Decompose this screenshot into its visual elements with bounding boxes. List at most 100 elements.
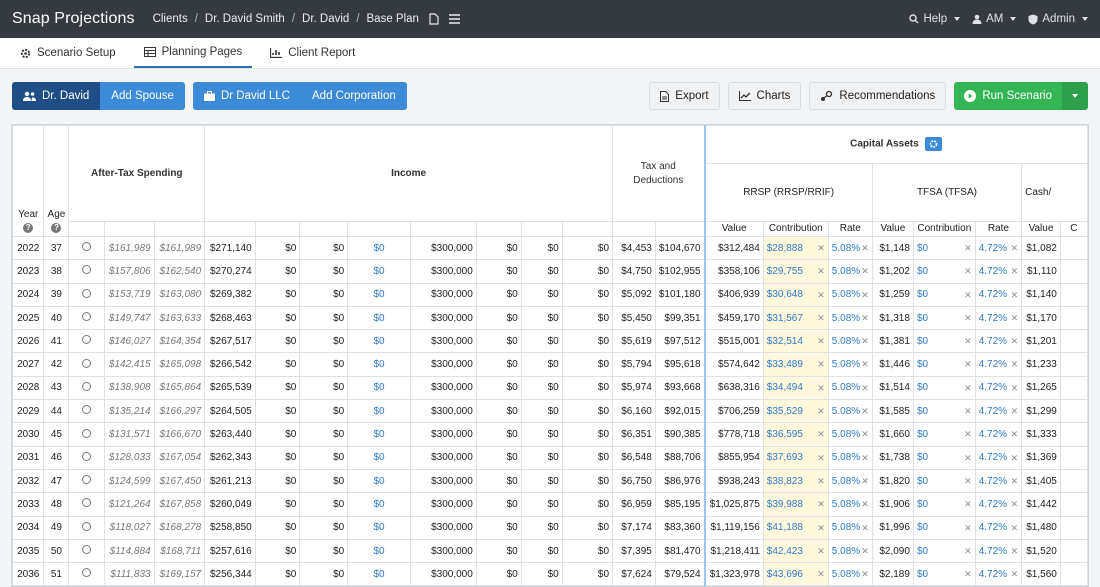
rrsp-contribution-cell[interactable]: $38,823 ✕ [762, 468, 829, 494]
tab-planning-pages[interactable]: Planning Pages [133, 38, 253, 68]
rrsp-rate-cell[interactable]: 5.08% ✕ [827, 352, 873, 377]
close-icon[interactable]: ✕ [1010, 499, 1019, 510]
rrsp-rate-cell[interactable]: 5.08% ✕ [827, 399, 873, 424]
tfsa-rate-cell[interactable]: 4.72% ✕ [974, 399, 1023, 424]
cfm-radio-cell[interactable] [68, 562, 105, 586]
tfsa-rate-cell[interactable]: 4.72% ✕ [974, 329, 1023, 354]
close-icon[interactable]: ✕ [817, 569, 825, 580]
cfm-radio[interactable] [82, 475, 92, 485]
add-corporation-button[interactable]: Add Corporation [301, 82, 407, 110]
export-button[interactable]: Export [649, 82, 720, 110]
close-icon[interactable]: ✕ [817, 406, 825, 417]
tfsa-rate-cell[interactable]: 4.72% ✕ [974, 352, 1023, 377]
cfm-radio[interactable] [82, 545, 92, 554]
tab-scenario-setup[interactable]: Scenario Setup [10, 38, 126, 68]
close-icon[interactable]: ✕ [1010, 336, 1019, 347]
tfsa-rate-cell[interactable]: 4.72% ✕ [974, 445, 1023, 470]
close-icon[interactable]: ✕ [1010, 243, 1019, 253]
rrsp-rate-cell[interactable]: 5.08% ✕ [827, 259, 873, 284]
close-icon[interactable]: ✕ [861, 499, 869, 510]
tfsa-contribution-cell[interactable]: $0 ✕ [912, 422, 976, 447]
employment-income-cell[interactable]: $0 [347, 282, 411, 307]
tfsa-contribution-cell[interactable]: $0 ✕ [912, 305, 976, 331]
rrsp-contribution-cell[interactable]: $30,648 ✕ [762, 282, 829, 307]
cfm-radio[interactable] [82, 265, 92, 275]
cfm-radio-cell[interactable] [68, 422, 105, 447]
close-icon[interactable]: ✕ [861, 266, 869, 277]
close-icon[interactable]: ✕ [817, 382, 825, 393]
charts-button[interactable]: Charts [727, 82, 802, 110]
cfm-radio[interactable] [82, 428, 92, 438]
run-scenario-button[interactable]: Run Scenario [954, 82, 1062, 110]
cfm-radio-cell[interactable] [68, 468, 105, 494]
tfsa-contribution-cell[interactable]: $0 ✕ [912, 445, 976, 470]
rrsp-rate-cell[interactable]: 5.08% ✕ [827, 445, 873, 470]
cfm-radio-cell[interactable] [68, 259, 105, 284]
cfm-radio[interactable] [82, 451, 92, 461]
rrsp-contribution-cell[interactable]: $36,595 ✕ [762, 422, 829, 447]
cfm-radio[interactable] [82, 335, 92, 345]
tfsa-rate-cell[interactable]: 4.72% ✕ [974, 422, 1023, 447]
tfsa-rate-cell[interactable]: 4.72% ✕ [974, 305, 1023, 331]
close-icon[interactable]: ✕ [817, 289, 825, 300]
close-icon[interactable]: ✕ [1010, 312, 1019, 323]
employment-income-cell[interactable]: $0 [347, 399, 411, 424]
projection-table-container[interactable]: Year ? Age ? After-Tax Spending Income T… [11, 124, 1089, 587]
close-icon[interactable]: ✕ [1010, 522, 1019, 533]
tab-client-report[interactable]: Client Report [260, 38, 365, 68]
close-icon[interactable]: ✕ [861, 406, 869, 417]
tfsa-rate-cell[interactable]: 4.72% ✕ [974, 282, 1023, 307]
close-icon[interactable]: ✕ [861, 569, 869, 580]
close-icon[interactable]: ✕ [1010, 569, 1019, 580]
cfm-radio[interactable] [82, 312, 92, 322]
help-icon[interactable]: ? [51, 223, 62, 234]
recommendations-button[interactable]: Recommendations [809, 82, 947, 110]
cfm-radio-cell[interactable] [68, 375, 105, 401]
close-icon[interactable]: ✕ [1010, 289, 1019, 300]
close-icon[interactable]: ✕ [1010, 382, 1019, 393]
close-icon[interactable]: ✕ [964, 359, 972, 370]
close-icon[interactable]: ✕ [964, 452, 972, 463]
close-icon[interactable]: ✕ [861, 359, 869, 370]
cfm-radio[interactable] [82, 381, 92, 391]
close-icon[interactable]: ✕ [861, 522, 869, 533]
close-icon[interactable]: ✕ [817, 243, 825, 253]
rrsp-rate-cell[interactable]: 5.08% ✕ [827, 492, 873, 517]
rrsp-rate-cell[interactable]: 5.08% ✕ [827, 235, 873, 261]
close-icon[interactable]: ✕ [964, 499, 972, 510]
rrsp-contribution-cell[interactable]: $32,514 ✕ [762, 329, 829, 354]
rrsp-contribution-cell[interactable]: $43,696 ✕ [762, 562, 829, 586]
close-icon[interactable]: ✕ [964, 266, 972, 277]
tfsa-contribution-cell[interactable]: $0 ✕ [912, 515, 976, 540]
close-icon[interactable]: ✕ [861, 243, 869, 253]
tfsa-contribution-cell[interactable]: $0 ✕ [912, 538, 976, 564]
employment-income-cell[interactable]: $0 [347, 235, 411, 261]
tfsa-rate-cell[interactable]: 4.72% ✕ [974, 562, 1023, 586]
document-icon[interactable] [429, 13, 439, 25]
close-icon[interactable]: ✕ [964, 522, 972, 533]
rrsp-contribution-cell[interactable]: $28,888 ✕ [762, 235, 829, 261]
cfm-radio[interactable] [82, 521, 92, 531]
breadcrumb-plan[interactable]: Base Plan [366, 13, 419, 25]
tfsa-contribution-cell[interactable]: $0 ✕ [912, 329, 976, 354]
rrsp-contribution-cell[interactable]: $29,755 ✕ [762, 259, 829, 284]
employment-income-cell[interactable]: $0 [347, 468, 411, 494]
close-icon[interactable]: ✕ [1010, 452, 1019, 463]
employment-income-cell[interactable]: $0 [347, 538, 411, 564]
close-icon[interactable]: ✕ [817, 452, 825, 463]
close-icon[interactable]: ✕ [964, 382, 972, 393]
rrsp-rate-cell[interactable]: 5.08% ✕ [827, 422, 873, 447]
employment-income-cell[interactable]: $0 [347, 562, 411, 586]
close-icon[interactable]: ✕ [861, 289, 869, 300]
close-icon[interactable]: ✕ [817, 475, 825, 486]
rrsp-rate-cell[interactable]: 5.08% ✕ [827, 538, 873, 564]
close-icon[interactable]: ✕ [1010, 475, 1019, 486]
tfsa-contribution-cell[interactable]: $0 ✕ [912, 352, 976, 377]
rrsp-contribution-cell[interactable]: $33,489 ✕ [762, 352, 829, 377]
close-icon[interactable]: ✕ [817, 499, 825, 510]
close-icon[interactable]: ✕ [964, 475, 972, 486]
close-icon[interactable]: ✕ [964, 545, 972, 556]
cfm-radio-cell[interactable] [68, 492, 105, 517]
close-icon[interactable]: ✕ [817, 429, 825, 440]
cfm-radio-cell[interactable] [68, 235, 105, 261]
